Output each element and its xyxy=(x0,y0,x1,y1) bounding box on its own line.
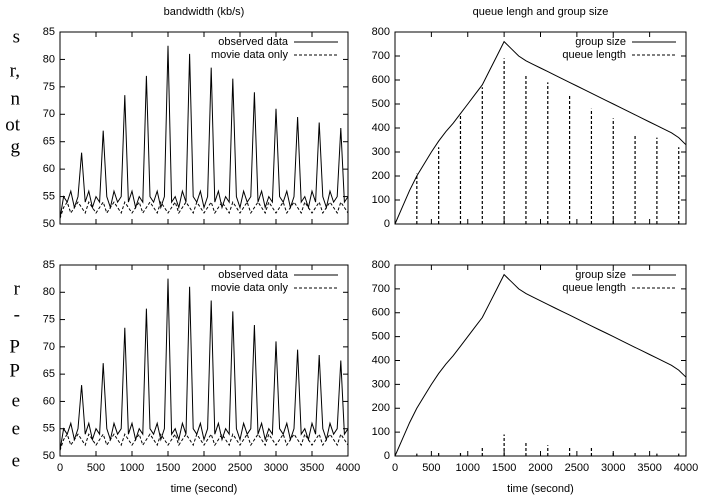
margin-text: e xyxy=(12,450,20,471)
y-tick-label: 200 xyxy=(372,170,390,182)
y-tick-label: 200 xyxy=(372,402,390,414)
y-tick-label: 100 xyxy=(372,194,390,206)
y-tick-label: 500 xyxy=(372,98,390,110)
x-tick-label: 500 xyxy=(87,462,105,474)
x-axis-label: time (second) xyxy=(171,483,238,495)
margin-text: P xyxy=(9,336,20,357)
line xyxy=(59,433,349,451)
x-tick-label: 500 xyxy=(422,462,440,474)
y-tick-label: 55 xyxy=(43,190,55,202)
x-tick-label: 1500 xyxy=(492,462,516,474)
x-tick-label: 3500 xyxy=(637,462,661,474)
y-tick-label: 600 xyxy=(372,307,390,319)
y-tick-label: 300 xyxy=(372,378,390,390)
legend-label: observed data xyxy=(218,269,289,281)
x-tick-label: 3000 xyxy=(601,462,625,474)
margin-text: r xyxy=(14,278,21,299)
line xyxy=(59,200,349,219)
x-tick-label: 1000 xyxy=(456,462,480,474)
plot-frame xyxy=(59,264,349,457)
y-tick-label: 400 xyxy=(372,354,390,366)
y-tick-label: 50 xyxy=(43,450,55,462)
y-tick-label: 75 xyxy=(43,313,55,325)
margin-text: g xyxy=(11,136,21,157)
legend-label: movie data only xyxy=(211,282,289,294)
plot-frame xyxy=(394,31,687,225)
y-tick-label: 800 xyxy=(372,259,390,271)
x-tick-label: 2500 xyxy=(228,462,252,474)
y-tick-label: 600 xyxy=(372,74,390,86)
y-tick-label: 70 xyxy=(43,341,55,353)
plot-frame xyxy=(394,264,687,457)
y-tick-label: 700 xyxy=(372,50,390,62)
x-axis-label: time (second) xyxy=(507,483,574,495)
legend-label: movie data only xyxy=(211,49,289,61)
x-tick-label: 0 xyxy=(57,462,63,474)
margin-text: n xyxy=(11,88,21,109)
margin-text: P xyxy=(9,360,20,381)
margin-text: r, xyxy=(10,60,20,81)
y-tick-label: 85 xyxy=(43,26,55,38)
y-tick-label: 300 xyxy=(372,146,390,158)
x-tick-label: 1000 xyxy=(120,462,144,474)
line xyxy=(394,40,687,225)
legend-label: group size xyxy=(575,269,626,281)
line xyxy=(59,278,349,451)
y-tick-label: 80 xyxy=(43,53,55,65)
line xyxy=(59,45,349,219)
chart-title: queue lengh and group size xyxy=(473,6,609,18)
y-tick-label: 65 xyxy=(43,136,55,148)
y-tick-label: 80 xyxy=(43,286,55,298)
legend-label: group size xyxy=(575,36,626,48)
x-tick-label: 3000 xyxy=(264,462,288,474)
y-tick-label: 55 xyxy=(43,423,55,435)
x-tick-label: 2500 xyxy=(565,462,589,474)
legend-label: queue length xyxy=(562,282,626,294)
y-tick-label: 60 xyxy=(43,395,55,407)
y-tick-label: 0 xyxy=(384,450,390,462)
y-tick-label: 700 xyxy=(372,283,390,295)
margin-text: s xyxy=(13,26,20,47)
margin-text: - xyxy=(14,304,20,325)
y-tick-label: 85 xyxy=(43,259,55,271)
legend-label: queue length xyxy=(562,49,626,61)
plot-frame xyxy=(59,31,349,225)
y-tick-label: 0 xyxy=(384,218,390,230)
y-tick-label: 60 xyxy=(43,163,55,175)
x-tick-label: 0 xyxy=(392,462,398,474)
y-tick-label: 70 xyxy=(43,108,55,120)
x-tick-label: 4000 xyxy=(336,462,360,474)
legend-label: observed data xyxy=(218,36,289,48)
x-tick-label: 2000 xyxy=(528,462,552,474)
line xyxy=(394,273,687,457)
x-tick-label: 3500 xyxy=(300,462,324,474)
x-tick-label: 1500 xyxy=(156,462,180,474)
y-tick-label: 50 xyxy=(43,218,55,230)
y-tick-label: 65 xyxy=(43,368,55,380)
y-tick-label: 75 xyxy=(43,81,55,93)
y-tick-label: 800 xyxy=(372,26,390,38)
y-tick-label: 500 xyxy=(372,331,390,343)
x-tick-label: 4000 xyxy=(674,462,698,474)
y-tick-label: 400 xyxy=(372,122,390,134)
y-tick-label: 100 xyxy=(372,426,390,438)
x-tick-label: 2000 xyxy=(192,462,216,474)
margin-text: ot xyxy=(5,114,21,135)
chart-title: bandwidth (kb/s) xyxy=(164,6,245,18)
margin-text: e xyxy=(12,418,20,439)
margin-text: e xyxy=(12,390,20,411)
